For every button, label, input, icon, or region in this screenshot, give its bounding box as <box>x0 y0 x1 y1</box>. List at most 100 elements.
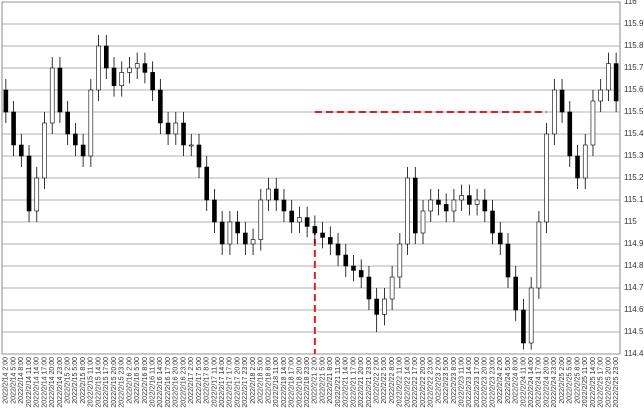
x-tick-label: 2022/2/23 11:00 <box>458 357 465 407</box>
x-tick-label: 2022/2/14 23:00 <box>57 357 64 408</box>
x-tick-label: 2022/2/23 17:00 <box>474 357 481 408</box>
y-tick-label: 114.7 <box>624 283 644 292</box>
x-tick-label: 2022/2/15 20:00 <box>111 357 118 408</box>
x-tick-label: 2022/2/16 5:00 <box>134 357 141 404</box>
candle-body <box>382 298 387 315</box>
candle-body <box>266 188 271 201</box>
x-tick-label: 2022/2/17 2:00 <box>188 357 195 404</box>
candle-body <box>281 199 287 212</box>
candle-body <box>575 155 580 179</box>
x-tick-label: 2022/2/17 20:00 <box>234 357 241 408</box>
x-tick-label: 2022/2/15 11:00 <box>88 357 95 407</box>
candle-body <box>235 221 240 234</box>
candle-body <box>212 199 217 223</box>
candle-body <box>567 111 573 157</box>
x-tick-label: 2022/2/21 20:00 <box>358 357 365 408</box>
candle-body <box>34 177 40 212</box>
candle-body <box>88 89 94 157</box>
candle-body <box>459 195 464 201</box>
candle-body <box>389 276 395 300</box>
candle-body <box>204 166 210 201</box>
candle-body <box>80 144 86 157</box>
candle-body <box>351 265 356 271</box>
y-tick-label: 115.9 <box>624 19 644 28</box>
x-tick-label: 2022/2/25 23:00 <box>613 357 620 408</box>
x-tick-label: 2022/2/21 17:00 <box>350 357 357 408</box>
candle-body <box>57 67 63 113</box>
x-tick-label: 2022/2/22 11:00 <box>397 357 404 407</box>
candle-body <box>320 232 325 238</box>
x-tick-label: 2022/2/17 8:00 <box>204 357 211 404</box>
candle-body <box>582 144 588 179</box>
x-tick-label: 2022/2/18 11:00 <box>273 357 280 407</box>
candle-body <box>65 111 70 135</box>
candle-body <box>559 89 565 113</box>
y-tick-label: 114.8 <box>624 261 644 270</box>
x-tick-label: 2022/2/18 5:00 <box>258 357 265 404</box>
x-tick-label: 2022/2/22 2:00 <box>374 357 381 404</box>
x-tick-label: 2022/2/16 20:00 <box>173 357 180 408</box>
candle-body <box>11 111 16 146</box>
candle-body <box>374 298 379 315</box>
x-tick-label: 2022/2/23 2:00 <box>435 357 442 404</box>
x-tick-label: 2022/2/18 2:00 <box>250 357 257 404</box>
candle-body <box>258 199 264 240</box>
x-tick-label: 2022/2/25 17:00 <box>598 357 605 408</box>
x-tick-label: 2022/2/18 14:00 <box>281 357 288 408</box>
x-tick-label: 2022/2/22 20:00 <box>420 357 427 408</box>
x-tick-label: 2022/2/21 23:00 <box>366 357 373 408</box>
x-tick-label: 2022/2/14 14:00 <box>34 357 41 408</box>
x-tick-label: 2022/2/14 20:00 <box>49 357 56 408</box>
y-tick-label: 114.6 <box>624 305 644 314</box>
y-tick-label: 115.3 <box>624 151 644 160</box>
x-tick-label: 2022/2/21 2:00 <box>312 357 319 404</box>
x-tick-label: 2022/2/25 14:00 <box>590 357 597 408</box>
x-tick-label: 2022/2/15 23:00 <box>119 357 126 408</box>
candle-body <box>405 177 410 245</box>
y-tick-label: 115.6 <box>624 85 644 94</box>
candle-body <box>606 63 611 91</box>
y-tick-label: 114.5 <box>624 327 644 336</box>
x-tick-label: 2022/2/14 11:00 <box>26 357 33 407</box>
x-tick-label: 2022/2/24 11:00 <box>520 357 527 407</box>
candle-body <box>73 133 78 146</box>
x-tick-label: 2022/2/15 2:00 <box>65 357 72 404</box>
x-tick-label: 2022/2/23 14:00 <box>466 357 473 408</box>
x-tick-label: 2022/2/23 8:00 <box>451 357 458 404</box>
x-tick-label: 2022/2/21 14:00 <box>343 357 350 408</box>
candle-body <box>590 100 596 146</box>
x-tick-label: 2022/2/24 14:00 <box>528 357 535 408</box>
x-tick-label: 2022/2/15 5:00 <box>72 357 79 404</box>
x-tick-label: 2022/2/23 23:00 <box>489 357 496 408</box>
x-tick-label: 2022/2/17 11:00 <box>211 357 218 407</box>
x-tick-label: 2022/2/16 11:00 <box>149 357 156 407</box>
x-tick-label: 2022/2/15 8:00 <box>80 357 87 404</box>
candle-body <box>536 221 542 289</box>
x-tick-label: 2022/2/24 8:00 <box>513 357 520 404</box>
x-tick-label: 2022/2/18 8:00 <box>265 357 272 404</box>
x-tick-label: 2022/2/25 20:00 <box>605 357 612 408</box>
candle-body <box>158 89 163 124</box>
x-tick-label: 2022/2/16 23:00 <box>180 357 187 408</box>
candle-body <box>497 232 503 245</box>
candle-body <box>328 237 333 245</box>
x-tick-label: 2022/2/25 8:00 <box>574 357 581 404</box>
candle-body <box>598 89 603 102</box>
candle-body <box>366 276 372 300</box>
candle-body <box>335 243 341 256</box>
x-tick-label: 2022/2/21 5:00 <box>319 357 326 404</box>
x-tick-label: 2022/2/24 5:00 <box>505 357 512 404</box>
candle-body <box>513 276 519 311</box>
candle-body <box>19 144 24 157</box>
candle-body <box>289 210 294 223</box>
x-tick-label: 2022/2/22 14:00 <box>404 357 411 408</box>
x-tick-label: 2022/2/21 11:00 <box>335 357 342 407</box>
candle-body <box>312 226 318 234</box>
candle-body <box>358 270 364 278</box>
candle-body <box>142 63 148 73</box>
candle-body <box>196 144 202 168</box>
candle-body <box>304 217 310 227</box>
candle-body <box>150 72 155 91</box>
x-tick-label: 2022/2/23 5:00 <box>443 357 450 404</box>
